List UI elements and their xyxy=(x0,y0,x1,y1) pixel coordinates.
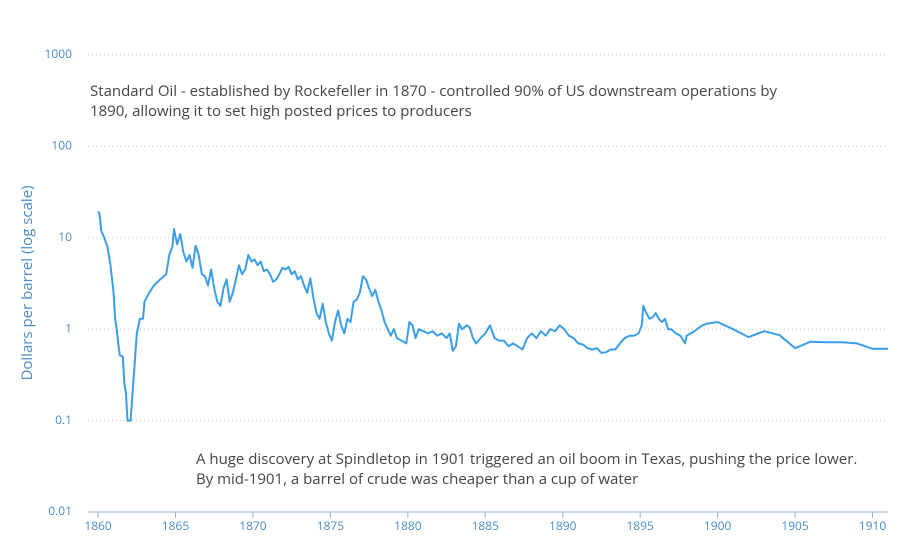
y-tick-label: 0.1 xyxy=(55,411,72,428)
x-tick-label: 1885 xyxy=(472,517,500,534)
annotation: Standard Oil - established by Rockefelle… xyxy=(90,81,777,101)
x-tick-label: 1875 xyxy=(317,517,345,534)
x-tick-label: 1880 xyxy=(394,517,422,534)
y-tick-label: 100 xyxy=(51,137,72,154)
x-tick-label: 1860 xyxy=(84,517,112,534)
x-tick-label: 1865 xyxy=(162,517,190,534)
annotation: A huge discovery at Spindletop in 1901 t… xyxy=(196,449,857,469)
annotation: By mid-1901, a barrel of crude was cheap… xyxy=(196,469,638,489)
price-line xyxy=(97,210,888,422)
y-tick-label: 1 xyxy=(65,319,72,336)
x-tick-label: 1895 xyxy=(626,517,654,534)
x-tick-label: 1890 xyxy=(549,517,577,534)
y-tick-label: 0.01 xyxy=(48,502,72,519)
x-tick-label: 1870 xyxy=(239,517,267,534)
x-tick-label: 1910 xyxy=(859,517,887,534)
y-tick-label: 1000 xyxy=(45,45,73,62)
annotation: 1890, allowing it to set high posted pri… xyxy=(90,101,472,121)
x-tick-label: 1905 xyxy=(781,517,809,534)
x-tick-label: 1900 xyxy=(704,517,732,534)
y-tick-label: 10 xyxy=(58,228,72,245)
y-axis-label: Dollars per barrel (log scale) xyxy=(17,185,37,380)
